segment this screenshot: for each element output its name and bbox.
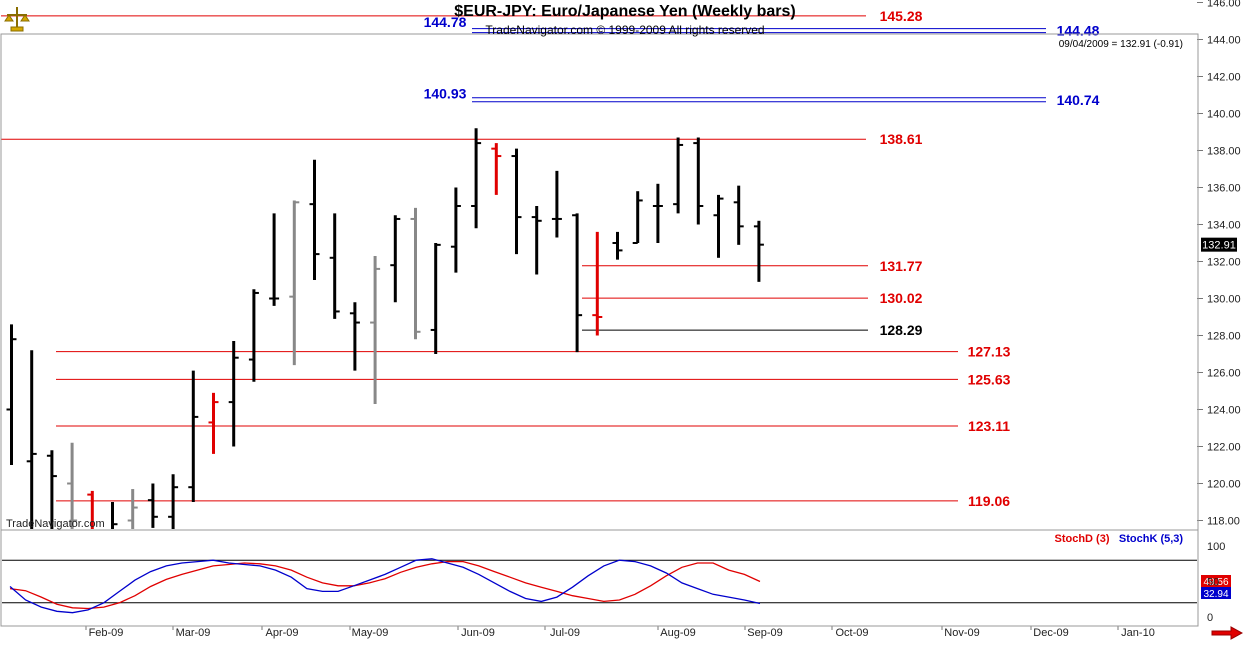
ohlc-bar — [370, 255, 381, 404]
y-tick-label: 134.00 — [1207, 220, 1241, 232]
x-tick-label: Aug-09 — [660, 627, 695, 639]
x-tick-label: Dec-09 — [1033, 627, 1068, 639]
ohlc-bar — [329, 213, 340, 319]
y-tick-label: 118.00 — [1207, 516, 1240, 528]
ohlc-bar — [289, 200, 300, 366]
y-tick-label: 136.00 — [1207, 183, 1241, 195]
ohlc-bar — [471, 128, 482, 229]
ohlc-bar — [693, 137, 704, 225]
stoch-d-line — [9, 560, 761, 610]
x-tick-label: Jun-09 — [461, 627, 495, 639]
level-label: 145.28 — [880, 8, 923, 24]
y-tick-label: 126.00 — [1207, 368, 1241, 380]
ohlc-bar — [87, 490, 94, 529]
watermark-text: TradeNavigator.com — [6, 518, 105, 530]
level-label: 131.77 — [880, 258, 923, 274]
ohlc-bar — [390, 215, 401, 303]
ohlc-bar — [127, 489, 138, 529]
y-tick-label: 124.00 — [1207, 405, 1241, 417]
ohlc-bar — [673, 137, 684, 214]
ohlc-bar — [309, 159, 320, 280]
level-label: 125.63 — [968, 371, 1011, 387]
x-tick-label: Oct-09 — [835, 627, 868, 639]
ohlc-bar — [733, 185, 744, 245]
x-tick-label: Feb-09 — [89, 627, 124, 639]
stoch-last-box — [1201, 587, 1231, 599]
stoch-last-label: 49.56 — [1203, 577, 1228, 588]
ohlc-bar — [753, 220, 764, 282]
y-tick-label: 138.00 — [1207, 146, 1241, 158]
ohlc-bar — [168, 474, 179, 529]
ohlc-bar — [349, 302, 360, 371]
y-tick-label: 146.00 — [1207, 0, 1241, 10]
x-tick-label: Jan-10 — [1121, 627, 1155, 639]
last-price-box — [1201, 237, 1237, 252]
y-tick-label: 130.00 — [1207, 294, 1241, 306]
level-label: 128.29 — [880, 322, 923, 338]
stoch-legend-k: StochK (5,3) — [1119, 533, 1184, 545]
ohlc-bar — [228, 341, 239, 447]
y-tick-label: 140.00 — [1207, 109, 1241, 121]
stoch-y-tick-label: 0 — [1207, 612, 1213, 624]
ohlc-bar — [652, 183, 663, 243]
level-left-label: 140.93 — [424, 85, 467, 101]
ohlc-bar — [632, 191, 643, 244]
y-tick-label: 128.00 — [1207, 331, 1241, 343]
level-left-label: 144.78 — [424, 14, 467, 30]
stoch-y-tick-label: 100 — [1207, 541, 1225, 553]
chart-title: $EUR-JPY: Euro/Japanese Yen (Weekly bars… — [454, 3, 796, 20]
x-tick-label: Mar-09 — [176, 627, 211, 639]
ohlc-bar — [67, 442, 78, 529]
level-label: 130.02 — [880, 290, 923, 306]
ohlc-bar — [111, 502, 118, 529]
ohlc-bar — [248, 289, 259, 382]
chart-subtitle: TradeNavigator.com © 1999-2009 All right… — [485, 23, 765, 37]
ohlc-bar — [531, 206, 542, 275]
level-label: 138.61 — [880, 131, 923, 147]
level-label: 127.13 — [968, 344, 1011, 360]
ohlc-bar — [713, 194, 724, 258]
level-label: 123.11 — [968, 418, 1010, 434]
ohlc-bar — [208, 392, 219, 454]
ohlc-bar — [511, 148, 522, 255]
ohlc-bar — [410, 207, 421, 340]
x-tick-label: Apr-09 — [265, 627, 298, 639]
y-tick-label: 142.00 — [1207, 72, 1241, 84]
x-tick-label: Nov-09 — [944, 627, 979, 639]
stoch-k-line — [9, 558, 761, 614]
y-tick-label: 144.00 — [1207, 35, 1241, 47]
ohlc-bar — [551, 170, 562, 238]
ohlc-bar — [26, 350, 37, 529]
stoch-last-label: 32.94 — [1203, 589, 1228, 600]
x-tick-label: Sep-09 — [747, 627, 782, 639]
ohlc-bar — [491, 143, 502, 195]
ohlc-bar — [572, 213, 583, 353]
trade-navigator-logo-icon[interactable] — [3, 5, 31, 33]
ohlc-bar — [6, 324, 17, 465]
ohlc-bar — [269, 213, 280, 306]
x-tick-label: Jul-09 — [550, 627, 580, 639]
y-tick-label: 132.00 — [1207, 257, 1241, 269]
ohlc-bar — [430, 243, 441, 354]
ohlc-bar — [450, 187, 461, 273]
ohlc-bar — [147, 483, 158, 528]
quote-text: 09/04/2009 = 132.91 (-0.91) — [1059, 39, 1183, 50]
ohlc-bar — [188, 370, 199, 502]
scroll-right-arrow-icon[interactable] — [1211, 626, 1244, 640]
y-tick-label: 120.00 — [1207, 479, 1241, 491]
stoch-legend-d: StochD (3) — [1055, 533, 1110, 545]
ohlc-bar — [592, 231, 603, 336]
x-tick-label: May-09 — [352, 627, 389, 639]
y-tick-label: 122.00 — [1207, 442, 1241, 454]
stoch-last-box — [1201, 575, 1231, 587]
ohlc-bar — [46, 450, 57, 529]
ohlc-bar — [612, 231, 623, 260]
last-price-label: 132.91 — [1202, 240, 1236, 252]
level-label: 144.48 — [1057, 23, 1100, 39]
level-label: 140.74 — [1057, 92, 1100, 108]
stoch-y-tick-label: 50 — [1207, 577, 1219, 589]
level-label: 119.06 — [968, 493, 1010, 509]
